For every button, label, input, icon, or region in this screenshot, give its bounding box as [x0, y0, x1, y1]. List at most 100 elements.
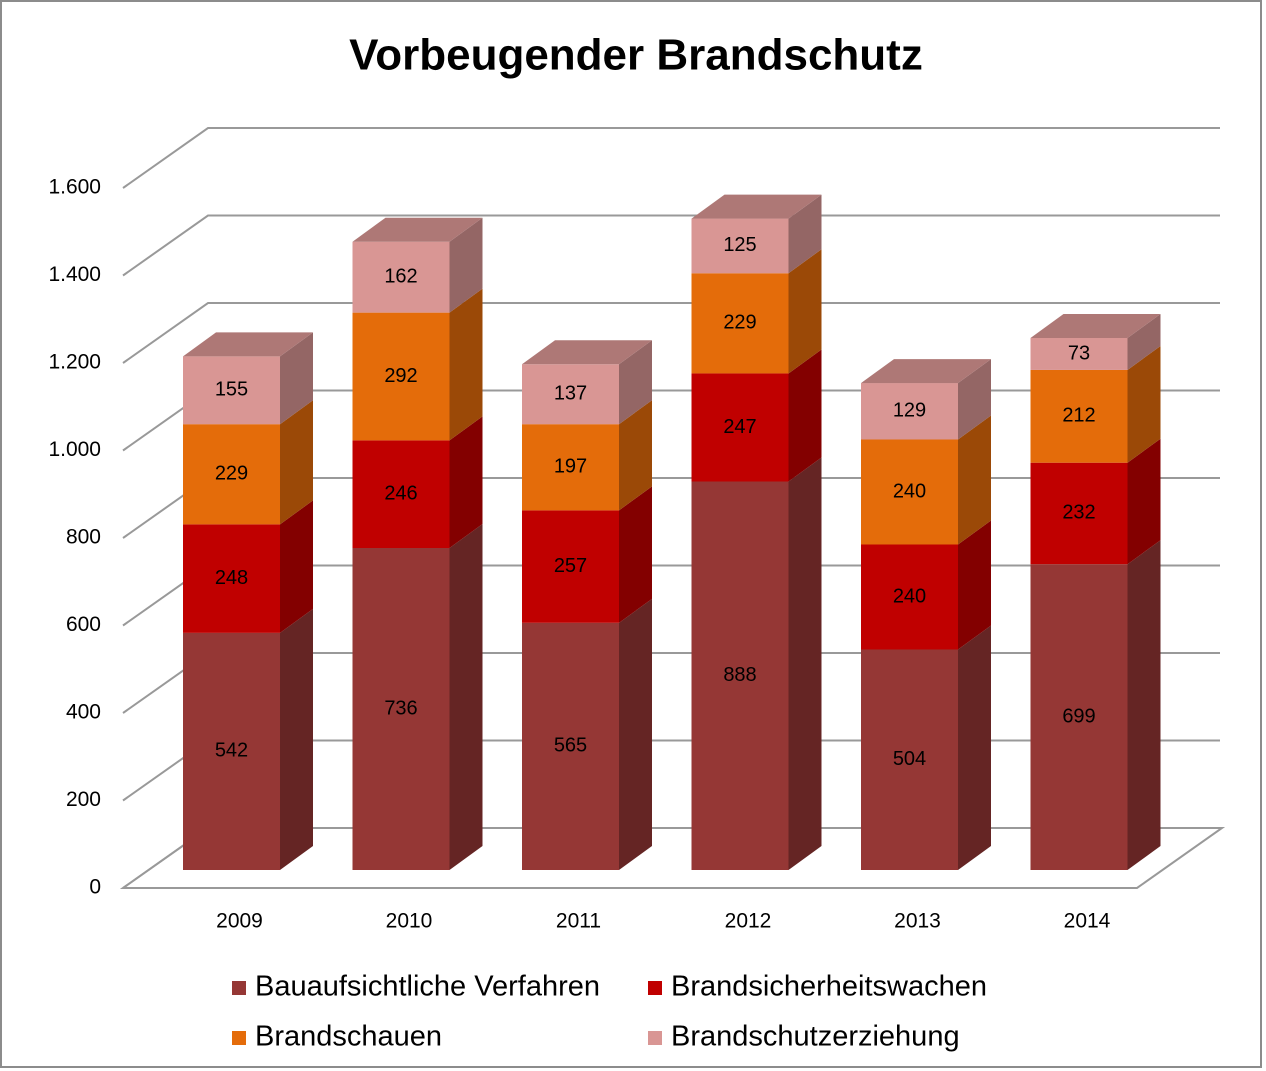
bar-side [1127, 345, 1161, 463]
bar [1030, 369, 1128, 463]
y-tick-label: 1.600 [48, 176, 101, 199]
legend-label: Brandschutzerziehung [671, 1021, 960, 1053]
bar [183, 632, 280, 870]
data-label: 129 [893, 400, 926, 422]
bar-side [788, 457, 822, 870]
legend-swatch [232, 981, 246, 995]
bar [861, 383, 958, 440]
legend-label: Brandschauen [255, 1021, 442, 1053]
grid-line [122, 302, 1220, 364]
bar [691, 273, 789, 374]
data-label: 248 [215, 567, 248, 589]
x-tick-label: 2009 [216, 910, 263, 933]
bar [352, 241, 450, 313]
data-label: 247 [723, 416, 756, 438]
data-label: 542 [215, 740, 248, 762]
x-tick-label: 2010 [386, 910, 433, 933]
bar [861, 544, 958, 650]
data-label: 137 [554, 383, 587, 405]
data-label: 292 [384, 365, 417, 387]
bar-side [449, 288, 483, 441]
floor [119, 827, 1226, 889]
data-label: 246 [384, 482, 417, 504]
data-label: 232 [1062, 502, 1095, 524]
bar-side [1127, 314, 1161, 370]
bar [691, 218, 789, 274]
y-tick-label: 0 [89, 876, 101, 899]
y-tick-label: 1.200 [48, 351, 101, 374]
bar-side [449, 416, 483, 548]
bar-top [861, 359, 991, 384]
x-tick-label: 2014 [1064, 910, 1111, 933]
data-label: 888 [723, 664, 756, 686]
data-label: 240 [893, 480, 926, 502]
bar-side [958, 415, 991, 545]
bar [691, 481, 789, 870]
bar [183, 424, 280, 525]
legend-label: Bauaufsichtliche Verfahren [255, 971, 600, 1003]
data-label: 197 [554, 456, 587, 478]
grid-line [122, 214, 1220, 277]
bar-top [183, 332, 313, 357]
bar [1030, 338, 1128, 370]
data-label: 125 [723, 234, 756, 256]
bar [861, 649, 958, 870]
y-tick-label: 200 [66, 788, 101, 811]
x-tick-label: 2013 [894, 910, 941, 933]
bar-top [352, 217, 483, 242]
x-tick-label: 2012 [725, 910, 772, 933]
data-label: 155 [215, 379, 248, 401]
y-tick-label: 1.400 [48, 263, 101, 286]
bar [183, 356, 280, 425]
bar [1030, 462, 1128, 565]
data-label: 257 [554, 555, 587, 577]
x-tick-label: 2011 [556, 910, 601, 933]
y-tick-label: 1.000 [48, 438, 101, 461]
bar-side [449, 217, 483, 313]
bar [352, 312, 450, 441]
bar-side [958, 359, 991, 440]
data-label: 504 [893, 748, 926, 770]
bar-side [788, 249, 822, 374]
bar-side [1127, 540, 1161, 870]
bar-side [1127, 438, 1161, 565]
legend-swatch [648, 981, 662, 995]
bar-top [691, 194, 822, 219]
y-tick-label: 800 [66, 526, 101, 549]
grid-line [122, 127, 1220, 189]
bar-side [280, 608, 313, 870]
bar-top [1030, 314, 1161, 338]
bar [522, 424, 619, 511]
bar [861, 439, 958, 545]
bar-side [619, 486, 652, 623]
bar-side [280, 332, 313, 425]
bar-side [619, 598, 652, 870]
bar [1030, 564, 1128, 870]
data-label: 240 [893, 585, 926, 607]
legend-label: Brandsicherheitswachen [671, 971, 987, 1003]
chart-title: Vorbeugender Brandschutz [349, 31, 923, 80]
bar-side [788, 349, 822, 482]
data-label: 162 [384, 265, 417, 287]
legend-swatch [648, 1031, 662, 1045]
bar-side [449, 524, 483, 870]
data-label: 73 [1068, 342, 1090, 364]
data-label: 699 [1062, 705, 1095, 727]
data-label: 565 [554, 735, 587, 757]
bar [522, 622, 619, 870]
bar-side [619, 340, 652, 425]
y-tick-label: 400 [66, 701, 101, 724]
data-label: 229 [723, 312, 756, 334]
data-label: 212 [1062, 405, 1095, 427]
data-label: 229 [215, 463, 248, 485]
bar [183, 524, 280, 633]
bar [522, 510, 619, 623]
bar-side [958, 625, 991, 870]
legend-swatch [232, 1031, 246, 1045]
bar [352, 548, 450, 870]
bar [352, 440, 450, 548]
bar-top [522, 340, 652, 365]
bar-side [619, 400, 652, 511]
data-label: 736 [384, 697, 417, 719]
